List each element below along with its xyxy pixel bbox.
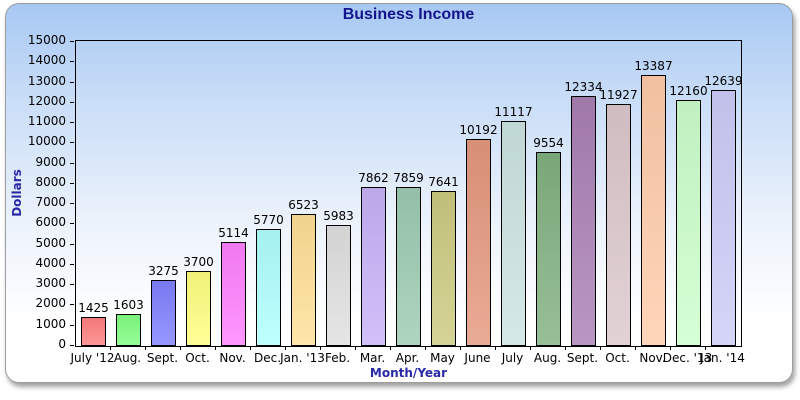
bar-value-label: 10192 <box>459 123 498 137</box>
bar-value-label: 7859 <box>393 171 424 185</box>
bar-value-label: 12639 <box>704 74 743 88</box>
bar-aug- <box>116 314 141 346</box>
bar-value-label: 6523 <box>288 198 319 212</box>
bar-june <box>466 139 491 346</box>
bar-value-label: 7641 <box>428 175 459 189</box>
bar-dec- <box>256 229 281 346</box>
bar-sept- <box>151 280 176 346</box>
x-axis-title: Month/Year <box>369 366 448 380</box>
bar-july <box>501 121 526 346</box>
bar-value-label: 12334 <box>564 80 603 94</box>
bar-value-label: 11117 <box>494 105 533 119</box>
bar-value-label: 5114 <box>218 226 249 240</box>
plot-area: 1425 1603 3275 3700 5114 5770 6523 5983 7862 7859… <box>75 40 743 347</box>
bar-jan-14 <box>711 90 736 346</box>
chart-title: Business Income <box>342 6 475 23</box>
bar-july-12 <box>81 317 106 346</box>
bar-value-label: 3275 <box>148 264 179 278</box>
bar-sept- <box>571 96 596 346</box>
bar-dec-13 <box>676 100 701 346</box>
bar-value-label: 5770 <box>253 213 284 227</box>
bar-nov- <box>221 242 246 346</box>
bar-feb- <box>326 225 351 346</box>
bar-oct- <box>606 104 631 346</box>
bar-value-label: 3700 <box>183 255 214 269</box>
bar-value-label: 9554 <box>533 136 564 150</box>
bar-oct- <box>186 271 211 346</box>
bar-nov- <box>641 75 666 346</box>
y-axis-title: Dollars <box>10 169 24 217</box>
bar-jan-13 <box>291 214 316 346</box>
bar-apr- <box>396 187 421 346</box>
bar-mar- <box>361 187 386 346</box>
bar-value-label: 1425 <box>78 301 109 315</box>
bar-value-label: 1603 <box>113 298 144 312</box>
bar-may <box>431 191 456 346</box>
bar-value-label: 12160 <box>669 84 708 98</box>
bar-value-label: 7862 <box>358 171 389 185</box>
bar-value-label: 11927 <box>599 88 638 102</box>
bar-value-label: 13387 <box>634 59 673 73</box>
bar-value-label: 5983 <box>323 209 354 223</box>
bar-aug- <box>536 152 561 346</box>
